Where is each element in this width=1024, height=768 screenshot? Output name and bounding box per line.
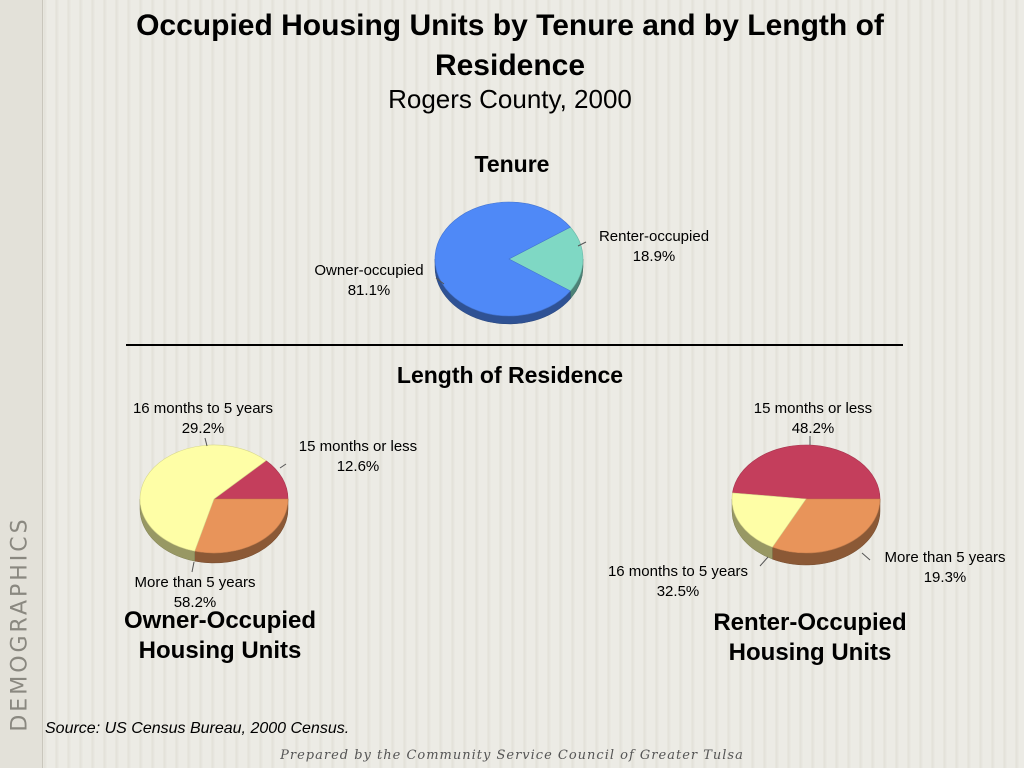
owner-label-5yr-plus: More than 5 years 58.2% [115,573,275,613]
slice-label-value: 81.1% [347,282,391,299]
pie-slice [732,444,881,500]
caption-line: Owner-Occupied [123,607,317,634]
slice-label-name: Renter-occupied [598,228,710,245]
tenure-pie [434,201,584,325]
leader-line [279,463,287,469]
pie-slice [213,460,289,500]
owner-length-pie [139,444,289,564]
owner-label-15mo: 15 months or less 12.6% [285,437,431,477]
renter-pie-caption: Renter-Occupied Housing Units [680,608,940,668]
pie-slice [434,201,571,317]
caption-line: Renter-Occupied [713,609,907,636]
renter-label-16mo-5yr: 16 months to 5 years 32.5% [590,562,766,602]
section-divider [126,344,903,346]
caption-line: Housing Units [728,639,892,666]
renter-label-15mo: 15 months or less 48.2% [735,399,891,439]
slice-label-value: 12.6% [336,458,380,475]
length-section-title: Length of Residence [396,362,624,388]
pie-slice [771,498,881,554]
slice-label-value: 29.2% [181,420,225,437]
slice-label-name: Owner-occupied [314,262,424,279]
renter-label-5yr-plus: More than 5 years 19.3% [868,548,1022,588]
page-title: Occupied Housing Units by Tenure and by … [136,9,884,82]
slice-label-value: 32.5% [656,583,700,600]
slice-label-name: 15 months or less [298,438,418,455]
label-leader-lines [191,241,871,573]
slice-label-name: More than 5 years [884,549,1006,566]
leader-line [191,561,195,573]
slice-label-value: 58.2% [173,594,217,611]
tenure-chart-title: Tenure [474,151,550,177]
leader-line [204,437,208,447]
pie-slice [508,226,584,292]
owner-pie-caption: Owner-Occupied Housing Units [90,606,350,666]
tenure-label-owner: Owner-occupied 81.1% [303,261,435,301]
tenure-label-renter: Renter-occupied 18.9% [588,227,720,267]
owner-label-16mo-5yr: 16 months to 5 years 29.2% [115,399,291,439]
source-note: Source: US Census Bureau, 2000 Census. [45,720,350,737]
slice-label-name: More than 5 years [134,574,256,591]
slice-label-name: 16 months to 5 years [607,563,749,580]
leader-line [861,552,871,561]
pie-slice [194,498,289,554]
slice-label-value: 19.3% [923,569,967,586]
footer-credit: Prepared by the Community Service Counci… [280,748,744,763]
caption-line: Housing Units [138,637,302,664]
pie-slice [139,444,267,552]
leader-line [759,556,769,567]
pie-slice [731,492,807,548]
slice-label-value: 48.2% [791,420,835,437]
leader-line [435,277,445,285]
sidebar: DEMOGRAPHICS [0,0,43,768]
renter-length-pie [731,444,881,566]
leader-line [577,241,587,247]
slice-label-name: 16 months to 5 years [132,400,274,417]
slice-label-name: 15 months or less [753,400,873,417]
page-subtitle: Rogers County, 2000 [388,84,632,114]
slice-label-value: 18.9% [632,248,676,265]
